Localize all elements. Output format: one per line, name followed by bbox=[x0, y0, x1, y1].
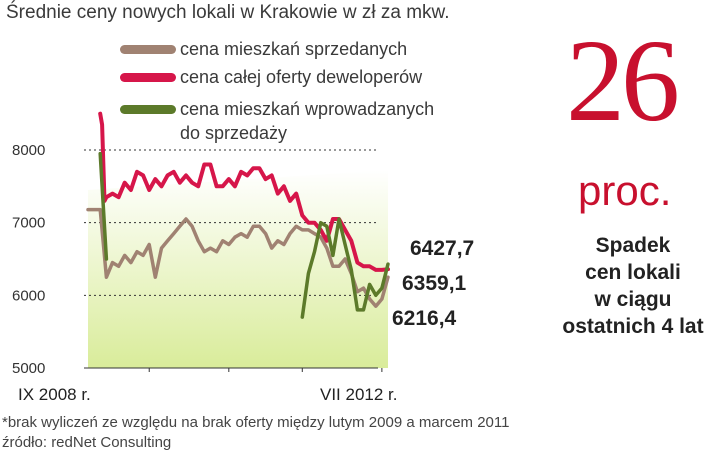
headline-line-4: ostatnich 4 lat bbox=[562, 315, 704, 338]
footnote: *brak wyliczeń ze względu na brak oferty… bbox=[2, 414, 510, 431]
series-line-2-0 bbox=[98, 151, 109, 261]
end-value-label: 6427,7 bbox=[410, 237, 474, 260]
legend-swatch-offer bbox=[120, 73, 176, 82]
headline-line-2: cen lokali bbox=[585, 261, 681, 284]
source-note: źródło: redNet Consulting bbox=[2, 434, 172, 451]
y-tick-label: 5000 bbox=[12, 360, 45, 377]
legend-swatch-sold bbox=[120, 45, 176, 54]
x-axis-label: IX 2008 r. bbox=[18, 385, 91, 404]
series-line-0-0 bbox=[86, 207, 390, 308]
legend-label-offer: cena całej oferty deweloperów bbox=[180, 67, 423, 87]
highlight-unit: proc. bbox=[578, 167, 672, 214]
legend-label-new: cena mieszkań wprowadzanych bbox=[180, 99, 435, 119]
legend-label-new-line2: do sprzedaży bbox=[180, 123, 288, 143]
end-value-label: 6216,4 bbox=[392, 307, 457, 330]
highlight-number: 26 bbox=[566, 15, 680, 146]
legend-label-sold: cena mieszkań sprzedanych bbox=[180, 39, 408, 59]
legend-swatch-new bbox=[120, 105, 176, 114]
chart-background bbox=[88, 170, 388, 368]
y-tick-label: 7000 bbox=[12, 215, 45, 232]
price-line-chart: 8000 7000 6000 5000 6427,7 6359,1 6216,4 IX 200… bbox=[12, 111, 474, 404]
end-value-label: 6359,1 bbox=[402, 272, 467, 295]
y-tick-label: 8000 bbox=[12, 142, 45, 159]
headline-line-1: Spadek bbox=[595, 234, 671, 257]
series-line-2-1 bbox=[300, 217, 390, 319]
headline-line-3: w ciągu bbox=[594, 288, 672, 311]
x-axis-label: VII 2012 r. bbox=[320, 385, 398, 404]
y-tick-label: 6000 bbox=[12, 287, 45, 304]
highlight-headline: Spadek cen lokali w ciągu ostatnich 4 la… bbox=[538, 232, 720, 340]
chart-title: Średnie ceny nowych lokali w Krakowie w … bbox=[6, 2, 450, 23]
